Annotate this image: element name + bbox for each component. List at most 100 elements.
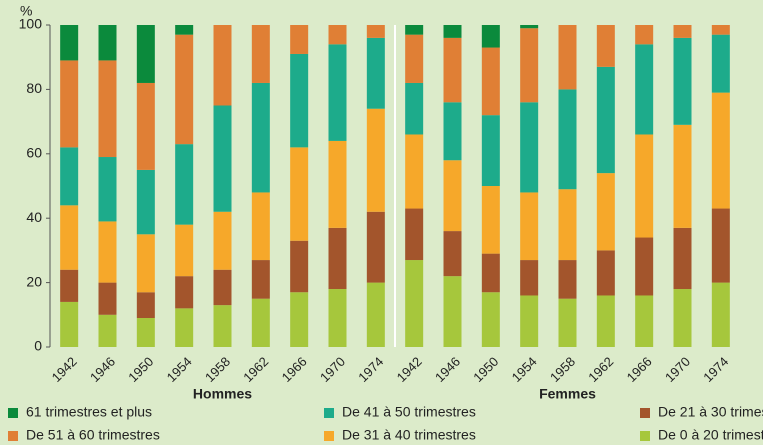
bar-segment (213, 269, 232, 306)
bar-segment (98, 25, 117, 61)
bar-segment (673, 37, 692, 125)
bar-segment (213, 211, 232, 270)
bar-segment (405, 208, 424, 261)
bar-segment (366, 37, 385, 109)
bar-segment (366, 108, 385, 212)
x-tick-label: 1942 (49, 354, 80, 385)
bar-segment (405, 34, 424, 83)
bar-segment (558, 189, 577, 261)
bar-segment (711, 34, 730, 93)
y-tick-label: 40 (26, 209, 42, 225)
bar-segment (290, 240, 309, 293)
bar-segment (251, 25, 270, 83)
x-tick-label: 1974 (700, 354, 731, 385)
legend-swatch (640, 408, 650, 418)
bar-segment (673, 289, 692, 347)
bar-segment (481, 292, 500, 347)
x-tick-label: 1974 (355, 354, 386, 385)
bar-segment (711, 208, 730, 283)
bar-segment (328, 44, 347, 141)
bar-segment (290, 25, 309, 54)
bar-segment (290, 292, 309, 347)
bar-segment (366, 282, 385, 347)
bar-segment (520, 102, 539, 193)
bar-segment (596, 173, 615, 251)
bar-segment (481, 115, 500, 186)
bar-segment (251, 82, 270, 193)
bar-segment (635, 134, 654, 238)
bar-segment (60, 301, 79, 347)
legend-swatch (8, 431, 18, 441)
bar-segment (711, 25, 730, 35)
bar-segment (443, 102, 462, 161)
legend-label: De 21 à 30 trimestres (658, 404, 763, 420)
bar-segment (175, 34, 194, 145)
bar-segment (98, 60, 117, 158)
bar-segment (136, 318, 155, 347)
x-tick-label: 1962 (240, 354, 271, 385)
bar-segment (481, 47, 500, 116)
bar-segment (290, 147, 309, 241)
bar-segment (328, 25, 347, 45)
bar-segment (520, 260, 539, 296)
x-tick-label: 1966 (279, 354, 310, 385)
bar-segment (328, 289, 347, 347)
bar-segment (251, 192, 270, 261)
x-tick-label: 1970 (662, 354, 693, 385)
bar-segment (136, 82, 155, 170)
bar-segment (596, 66, 615, 174)
bar-segment (328, 227, 347, 290)
bar-segment (558, 25, 577, 90)
bar-segment (520, 25, 539, 29)
bar-segment (213, 25, 232, 106)
bar-segment (711, 92, 730, 209)
y-tick-label: 0 (34, 338, 42, 354)
legend-swatch (324, 431, 334, 441)
bar-segment (405, 134, 424, 209)
bar-segment (558, 89, 577, 190)
bar-segment (443, 231, 462, 277)
x-tick-label: 1950 (125, 354, 156, 385)
legend-label: 61 trimestres et plus (26, 404, 152, 420)
bar-segment (213, 305, 232, 347)
bar-segment (635, 295, 654, 347)
legend-label: De 31 à 40 trimestres (342, 427, 476, 443)
bar-segment (596, 295, 615, 347)
bar-segment (635, 25, 654, 45)
bar-segment (711, 282, 730, 347)
legend-label: De 0 à 20 trimestres (658, 427, 763, 443)
x-tick-label: 1970 (317, 354, 348, 385)
legend-label: De 41 à 50 trimestres (342, 404, 476, 420)
bar-segment (251, 260, 270, 299)
bar-segment (251, 298, 270, 347)
bar-segment (596, 250, 615, 296)
bar-segment (443, 160, 462, 232)
x-tick-label: 1946 (87, 354, 118, 385)
bar-segment (596, 25, 615, 67)
x-tick-label: 1942 (394, 354, 425, 385)
bar-segment (136, 234, 155, 293)
bar-segment (175, 308, 194, 347)
y-tick-label: 20 (26, 273, 42, 289)
bar-segment (290, 53, 309, 148)
bar-segment (175, 224, 194, 277)
bar-segment (136, 25, 155, 83)
y-tick-label: 100 (19, 16, 43, 32)
legend-swatch (8, 408, 18, 418)
bar-segment (558, 298, 577, 347)
bar-segment (405, 260, 424, 347)
x-tick-label: 1958 (547, 354, 578, 385)
group-label: Femmes (539, 386, 596, 402)
bar-segment (175, 144, 194, 225)
bar-segment (673, 25, 692, 38)
bar-segment (328, 140, 347, 228)
bar-segment (175, 276, 194, 309)
bar-segment (481, 186, 500, 254)
bar-segment (635, 44, 654, 135)
x-tick-label: 1954 (509, 354, 540, 385)
y-unit: % (20, 3, 32, 19)
bar-segment (481, 253, 500, 293)
bar-segment (520, 192, 539, 261)
x-tick-label: 1950 (470, 354, 501, 385)
